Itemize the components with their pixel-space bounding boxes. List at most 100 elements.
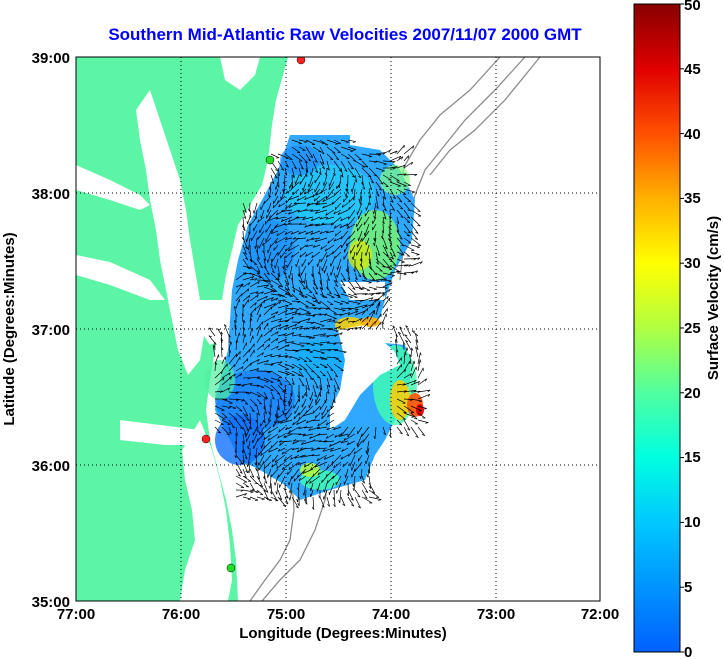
velocity-arrow bbox=[382, 272, 395, 277]
velocity-arrow bbox=[256, 475, 264, 487]
velocity-arrow-head bbox=[319, 344, 323, 346]
velocity-arrow bbox=[368, 309, 375, 316]
velocity-arrow bbox=[317, 468, 328, 476]
velocity-arrow-head bbox=[312, 410, 315, 414]
velocity-arrow bbox=[235, 366, 244, 372]
velocity-arrow-head bbox=[305, 244, 309, 247]
velocity-arrow bbox=[417, 359, 421, 372]
velocity-arrow-head bbox=[271, 181, 275, 185]
velocity-arrow-head bbox=[257, 270, 261, 273]
velocity-arrow-head bbox=[244, 403, 248, 405]
velocity-arrow bbox=[263, 363, 274, 365]
velocity-arrow bbox=[301, 258, 307, 267]
velocity-arrow bbox=[277, 272, 280, 281]
y-tick-label: 38:00 bbox=[32, 186, 70, 203]
velocity-arrow bbox=[242, 294, 251, 302]
velocity-arrow bbox=[253, 440, 258, 449]
velocity-arrow bbox=[311, 447, 321, 451]
velocity-arrow bbox=[351, 181, 356, 193]
velocity-arrow bbox=[298, 405, 307, 416]
velocity-arrow bbox=[330, 447, 342, 452]
velocity-arrow-head bbox=[279, 324, 282, 328]
velocity-arrow bbox=[235, 299, 240, 309]
velocity-arrow-head bbox=[217, 431, 221, 434]
velocity-arrow bbox=[246, 230, 251, 243]
velocity-arrow-head bbox=[388, 289, 391, 293]
velocity-arrow-head bbox=[348, 235, 350, 239]
velocity-arrow bbox=[242, 333, 246, 344]
velocity-arrow-head bbox=[350, 498, 354, 501]
velocity-arrow bbox=[368, 279, 380, 282]
velocity-arrow-head bbox=[309, 291, 313, 294]
velocity-arrow bbox=[319, 398, 328, 411]
velocity-arrow bbox=[214, 419, 224, 425]
velocity-arrow-head bbox=[317, 302, 321, 305]
velocity-arrow bbox=[351, 468, 356, 478]
velocity-arrow-head bbox=[273, 421, 276, 425]
velocity-arrow bbox=[304, 188, 314, 195]
station-marker-red bbox=[296, 57, 306, 65]
velocity-arrow bbox=[361, 174, 364, 186]
velocity-arrow bbox=[326, 377, 331, 388]
velocity-arrow bbox=[273, 244, 279, 251]
velocity-arrow bbox=[372, 216, 377, 224]
velocity-arrow-head bbox=[312, 439, 316, 442]
velocity-arrow-head bbox=[298, 432, 302, 436]
velocity-arrow bbox=[298, 391, 300, 402]
velocity-arrow-head bbox=[323, 456, 327, 460]
velocity-arrow bbox=[409, 354, 412, 365]
velocity-arrow-head bbox=[364, 165, 369, 168]
velocity-arrow bbox=[403, 352, 406, 365]
velocity-arrow-head bbox=[274, 225, 277, 228]
velocity-arrow-head bbox=[256, 438, 259, 442]
velocity-arrow bbox=[343, 475, 349, 485]
velocity-arrow bbox=[328, 181, 335, 191]
velocity-arrow bbox=[274, 475, 279, 486]
velocity-arrow bbox=[242, 412, 250, 421]
velocity-arrow bbox=[347, 327, 358, 330]
velocity-arrow bbox=[316, 195, 328, 204]
velocity-arrow bbox=[302, 181, 307, 191]
velocity-arrow bbox=[389, 271, 401, 274]
velocity-arrow bbox=[263, 279, 274, 287]
velocity-arrow-head bbox=[319, 216, 323, 220]
velocity-arrow bbox=[308, 426, 321, 431]
velocity-arrow-head bbox=[335, 143, 339, 145]
velocity-arrow-head bbox=[321, 152, 325, 155]
velocity-arrow bbox=[284, 341, 294, 344]
velocity-arrow-head bbox=[275, 169, 279, 172]
velocity-arrow bbox=[297, 461, 307, 466]
velocity-arrow bbox=[354, 496, 361, 509]
velocity-arrow bbox=[291, 312, 301, 316]
velocity-arrow-head bbox=[285, 495, 289, 499]
velocity-arrow bbox=[305, 167, 308, 177]
velocity-arrow-head bbox=[233, 418, 237, 420]
velocity-arrow bbox=[283, 391, 286, 403]
velocity-arrow-head bbox=[243, 210, 247, 213]
velocity-arrow-head bbox=[283, 333, 286, 337]
velocity-arrow bbox=[214, 405, 225, 411]
velocity-arrow bbox=[214, 370, 223, 379]
velocity-arrow bbox=[268, 426, 279, 434]
velocity-arrow bbox=[274, 258, 279, 269]
velocity-arrow bbox=[242, 475, 252, 482]
velocity-arrow-head bbox=[261, 291, 264, 295]
velocity-arrow-head bbox=[295, 298, 299, 301]
velocity-arrow-head bbox=[234, 364, 236, 368]
velocity-arrow-head bbox=[369, 187, 373, 191]
velocity-arrow-head bbox=[312, 337, 316, 339]
velocity-arrow bbox=[256, 482, 267, 492]
velocity-arrow-head bbox=[286, 374, 290, 376]
velocity-arrow bbox=[315, 412, 321, 419]
velocity-arrow bbox=[256, 303, 262, 316]
velocity-arrow-head bbox=[337, 212, 340, 215]
velocity-arrow bbox=[293, 398, 300, 409]
velocity-arrow-head bbox=[342, 291, 347, 294]
velocity-arrow bbox=[310, 391, 314, 401]
velocity-arrow bbox=[410, 398, 423, 402]
velocity-arrow-head bbox=[271, 297, 274, 300]
velocity-arrow-head bbox=[292, 441, 295, 445]
velocity-arrow bbox=[228, 412, 238, 420]
velocity-arrow bbox=[275, 188, 279, 196]
velocity-arrow bbox=[284, 272, 290, 286]
